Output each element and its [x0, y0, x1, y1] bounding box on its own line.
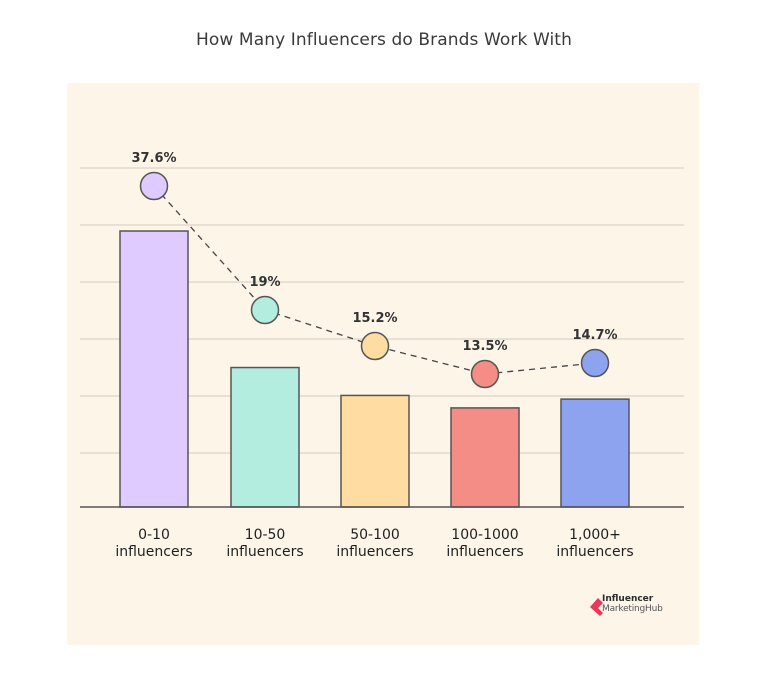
- category-label: 50-100: [350, 527, 400, 543]
- category-label: influencers: [556, 544, 633, 560]
- brand-logo: Influencer MarketingHub: [590, 594, 690, 620]
- value-marker: [580, 348, 610, 378]
- logo-line1: Influencer: [602, 594, 654, 604]
- bar: [119, 230, 189, 508]
- bar: [340, 394, 410, 508]
- value-label: 13.5%: [462, 339, 507, 354]
- value-label: 15.2%: [352, 311, 397, 326]
- value-marker: [360, 331, 390, 361]
- chart-title: How Many Influencers do Brands Work With: [196, 30, 572, 50]
- value-marker: [139, 171, 169, 201]
- category-label: influencers: [115, 544, 192, 560]
- bar: [560, 398, 630, 508]
- bar: [230, 366, 300, 508]
- category-label: influencers: [446, 544, 523, 560]
- bar: [450, 407, 520, 508]
- category-labels: 0-10influencers10-50influencers50-100inf…: [115, 527, 633, 560]
- value-label: 14.7%: [572, 328, 617, 343]
- category-label: 10-50: [245, 527, 286, 543]
- value-marker: [470, 359, 500, 389]
- category-label: 1,000+: [569, 527, 621, 543]
- value-label: 19%: [249, 275, 280, 290]
- category-label: influencers: [226, 544, 303, 560]
- value-marker: [250, 295, 280, 325]
- trend-dashed-line: [153, 185, 596, 375]
- value-markers: [139, 171, 610, 389]
- category-label: influencers: [336, 544, 413, 560]
- category-label: 0-10: [138, 527, 170, 543]
- logo-mark-icon: [590, 598, 603, 616]
- bars: [119, 230, 630, 508]
- logo-line2: MarketingHub: [602, 604, 663, 614]
- value-labels: 37.6% 19% 15.2% 13.5% 14.7%: [131, 151, 617, 354]
- category-label: 100-1000: [451, 527, 518, 543]
- value-label: 37.6%: [131, 151, 176, 166]
